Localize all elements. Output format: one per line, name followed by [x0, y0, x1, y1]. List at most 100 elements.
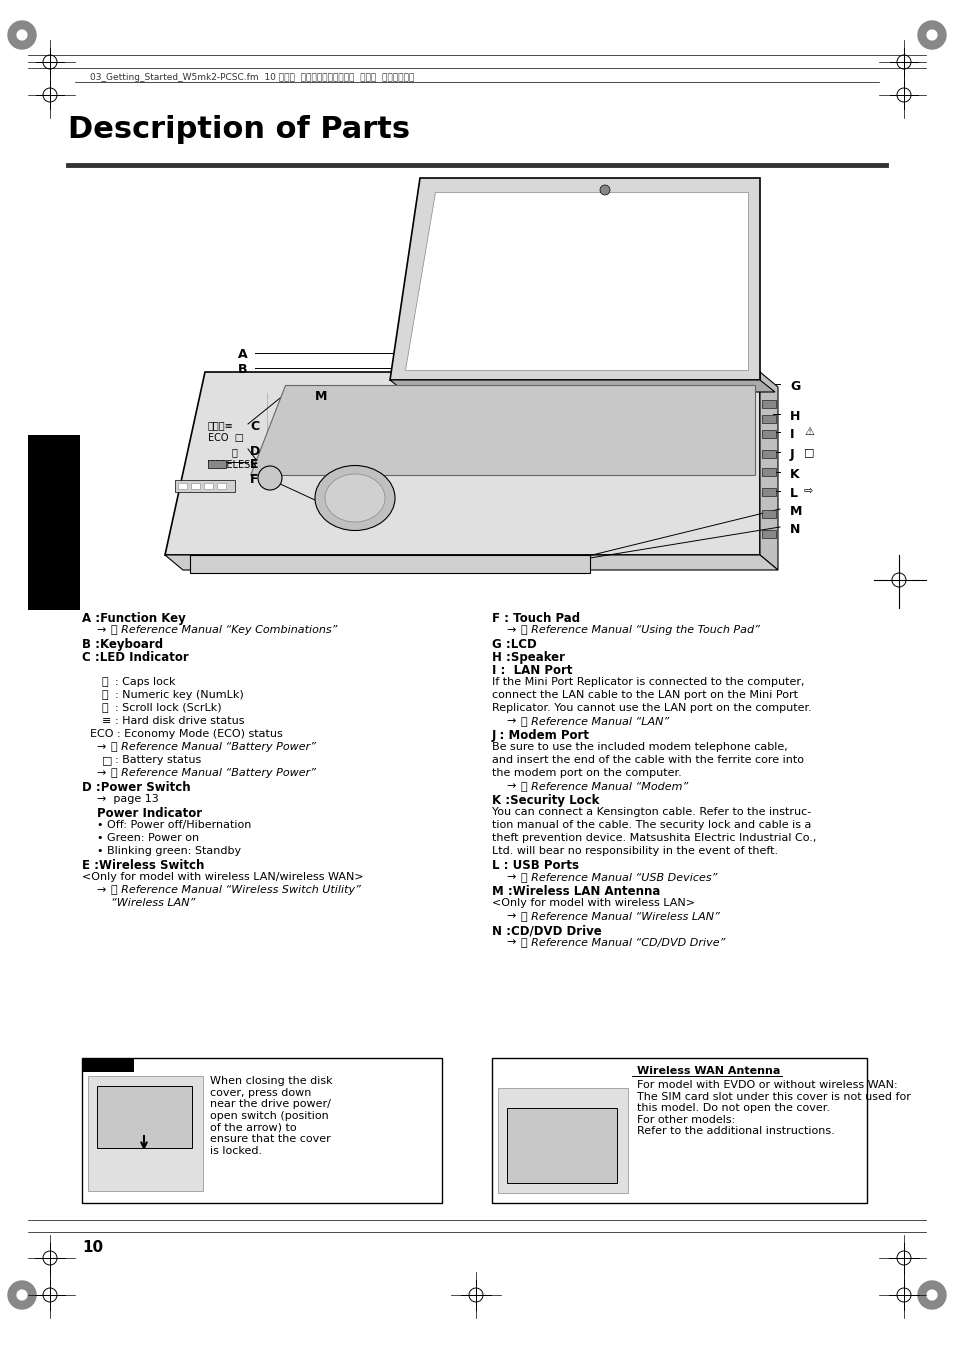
Text: G: G	[789, 380, 800, 393]
Text: I: I	[789, 428, 794, 440]
Text: J : Modem Port: J : Modem Port	[492, 730, 589, 742]
Polygon shape	[17, 30, 27, 41]
Polygon shape	[165, 555, 778, 570]
Text: ⒶⒻⓃ≡: ⒶⒻⓃ≡	[208, 420, 233, 430]
Text: G :LCD: G :LCD	[492, 638, 537, 651]
Text: 10: 10	[82, 1240, 103, 1255]
Text: connect the LAN cable to the LAN port on the Mini Port: connect the LAN cable to the LAN port on…	[492, 690, 797, 700]
Text: ⇨: ⇨	[803, 486, 813, 496]
Text: Ⓐ: Ⓐ	[102, 677, 109, 688]
Text: ⚠: ⚠	[803, 427, 813, 436]
Text: <Only for model with wireless LAN/wireless WAN>: <Only for model with wireless LAN/wirele…	[82, 871, 363, 882]
Text: □: □	[803, 447, 814, 457]
Text: A: A	[237, 349, 248, 361]
Text: 📖 Reference Manual “Wireless Switch Utility”: 📖 Reference Manual “Wireless Switch Util…	[111, 885, 360, 894]
Text: 03_Getting_Started_W5mk2-PCSC.fm  10 ページ  ２００６年１０月６日  金曜日  午後８時７分: 03_Getting_Started_W5mk2-PCSC.fm 10 ページ …	[90, 73, 414, 82]
Circle shape	[599, 185, 609, 195]
Bar	[761, 400, 775, 408]
Polygon shape	[97, 1086, 192, 1148]
Text: □: □	[102, 755, 112, 765]
Bar	[497, 1088, 627, 1193]
Bar	[216, 484, 226, 489]
Text: WIRELESS: WIRELESS	[208, 459, 257, 470]
Text: →  page 13: → page 13	[97, 794, 158, 804]
Polygon shape	[390, 178, 760, 380]
Bar	[761, 488, 775, 496]
Text: I :  LAN Port: I : LAN Port	[492, 663, 572, 677]
Bar	[208, 459, 226, 467]
Text: 📖 Reference Manual “CD/DVD Drive”: 📖 Reference Manual “CD/DVD Drive”	[520, 938, 724, 947]
Text: →: →	[506, 938, 523, 947]
Text: →: →	[506, 871, 523, 882]
Text: Power Indicator: Power Indicator	[97, 807, 202, 820]
Text: A :Function Key: A :Function Key	[82, 612, 186, 626]
Text: • Green: Power on: • Green: Power on	[97, 834, 199, 843]
Bar	[82, 1058, 441, 1202]
Text: J: J	[789, 449, 794, 461]
Text: K :Security Lock: K :Security Lock	[492, 794, 598, 807]
Bar	[82, 1058, 133, 1071]
Text: →: →	[506, 626, 523, 635]
Bar	[174, 480, 234, 492]
Text: the modem port on the computer.: the modem port on the computer.	[492, 767, 681, 778]
Text: Ⓝ: Ⓝ	[102, 703, 109, 713]
Text: ≡: ≡	[102, 716, 112, 725]
Text: N :CD/DVD Drive: N :CD/DVD Drive	[492, 924, 601, 938]
Text: theft prevention device. Matsushita Electric Industrial Co.,: theft prevention device. Matsushita Elec…	[492, 834, 816, 843]
Text: 📖 Reference Manual “Wireless LAN”: 📖 Reference Manual “Wireless LAN”	[520, 911, 720, 921]
Text: M: M	[789, 505, 801, 517]
Text: ECO : Economy Mode (ECO) status: ECO : Economy Mode (ECO) status	[90, 730, 282, 739]
Bar	[178, 484, 187, 489]
Text: →: →	[97, 742, 113, 753]
Bar	[190, 555, 589, 573]
Polygon shape	[917, 1281, 945, 1309]
Text: For model with EVDO or without wireless WAN:
The SIM card slot under this cover : For model with EVDO or without wireless …	[637, 1079, 910, 1136]
Text: K: K	[789, 467, 799, 481]
Polygon shape	[760, 372, 778, 570]
Text: →: →	[97, 885, 113, 894]
Text: D :Power Switch: D :Power Switch	[82, 781, 191, 794]
Text: Getting Started: Getting Started	[48, 467, 60, 577]
Polygon shape	[17, 1290, 27, 1300]
Text: : Scroll lock (ScrLk): : Scroll lock (ScrLk)	[115, 703, 221, 713]
Text: : Numeric key (NumLk): : Numeric key (NumLk)	[115, 690, 244, 700]
Bar	[191, 484, 200, 489]
Text: You can connect a Kensington cable. Refer to the instruc-: You can connect a Kensington cable. Refe…	[492, 807, 810, 817]
Text: L: L	[789, 486, 797, 500]
Bar	[761, 530, 775, 538]
Text: E :Wireless Switch: E :Wireless Switch	[82, 859, 204, 871]
Bar	[761, 450, 775, 458]
Text: B: B	[237, 363, 247, 376]
Text: N: N	[789, 523, 800, 536]
Polygon shape	[8, 22, 36, 49]
Text: M :Wireless LAN Antenna: M :Wireless LAN Antenna	[492, 885, 659, 898]
Text: 📖 Reference Manual “Key Combinations”: 📖 Reference Manual “Key Combinations”	[111, 626, 337, 635]
Text: Ltd. will bear no responsibility in the event of theft.: Ltd. will bear no responsibility in the …	[492, 846, 778, 857]
Text: →: →	[97, 626, 113, 635]
Ellipse shape	[325, 474, 385, 521]
Circle shape	[257, 466, 282, 490]
Text: Be sure to use the included modem telephone cable,: Be sure to use the included modem teleph…	[492, 742, 787, 753]
Bar	[88, 1075, 203, 1192]
Polygon shape	[390, 380, 774, 392]
Text: Ⓕ: Ⓕ	[102, 690, 109, 700]
Text: E: E	[250, 458, 258, 471]
Text: 📖 Reference Manual “USB Devices”: 📖 Reference Manual “USB Devices”	[520, 871, 717, 882]
Text: If the Mini Port Replicator is connected to the computer,: If the Mini Port Replicator is connected…	[492, 677, 803, 688]
Text: 📖 Reference Manual “Battery Power”: 📖 Reference Manual “Battery Power”	[111, 742, 315, 753]
Text: F: F	[250, 473, 258, 486]
Polygon shape	[165, 372, 760, 555]
Text: 📖 Reference Manual “LAN”: 📖 Reference Manual “LAN”	[520, 716, 669, 725]
Text: C: C	[250, 420, 259, 434]
Text: B :Keyboard: B :Keyboard	[82, 638, 163, 651]
Text: <Only for model with wireless LAN>: <Only for model with wireless LAN>	[492, 898, 695, 908]
Text: F : Touch Pad: F : Touch Pad	[492, 612, 579, 626]
Text: 📖 Reference Manual “Using the Touch Pad”: 📖 Reference Manual “Using the Touch Pad”	[520, 626, 760, 635]
Polygon shape	[926, 1290, 936, 1300]
Text: D: D	[250, 444, 260, 458]
Text: L : USB Ports: L : USB Ports	[492, 859, 578, 871]
Text: • Blinking green: Standby: • Blinking green: Standby	[97, 846, 241, 857]
Text: →: →	[97, 767, 113, 778]
Polygon shape	[250, 385, 754, 476]
Polygon shape	[926, 30, 936, 41]
